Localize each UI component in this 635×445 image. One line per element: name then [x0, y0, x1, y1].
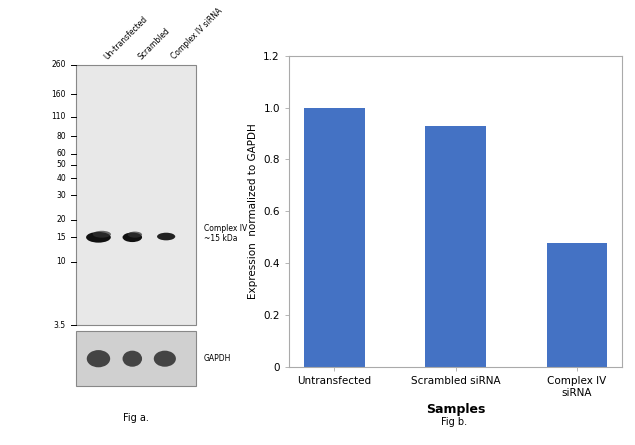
Bar: [425, 125, 486, 367]
Text: 50: 50: [56, 160, 66, 169]
Y-axis label: Expression  normalized to GAPDH: Expression normalized to GAPDH: [248, 124, 258, 299]
Text: GAPDH: GAPDH: [204, 354, 231, 363]
Bar: [76, 65, 196, 325]
Text: 15: 15: [57, 233, 66, 242]
Ellipse shape: [123, 232, 142, 242]
Text: Scrambled: Scrambled: [136, 26, 171, 61]
Ellipse shape: [157, 233, 175, 240]
Text: 30: 30: [56, 191, 66, 200]
Ellipse shape: [87, 350, 110, 367]
Text: 20: 20: [57, 215, 66, 224]
Text: 40: 40: [56, 174, 66, 182]
Bar: [76, 331, 196, 386]
Ellipse shape: [123, 351, 142, 367]
Text: Complex IV
~15 kDa: Complex IV ~15 kDa: [204, 224, 247, 243]
Text: Fig b.: Fig b.: [441, 417, 467, 427]
Text: 3.5: 3.5: [54, 321, 66, 330]
Text: Un-transfected: Un-transfected: [102, 14, 149, 61]
Ellipse shape: [154, 351, 176, 367]
Text: Fig a.: Fig a.: [123, 413, 149, 423]
Text: 110: 110: [51, 113, 66, 121]
Bar: [547, 243, 607, 367]
Bar: [304, 108, 364, 367]
Ellipse shape: [86, 232, 111, 243]
Text: Complex IV siRNA: Complex IV siRNA: [170, 7, 225, 61]
X-axis label: Samples: Samples: [426, 403, 485, 417]
Text: 160: 160: [51, 90, 66, 99]
Text: 80: 80: [57, 132, 66, 141]
Text: 60: 60: [56, 149, 66, 158]
Text: 10: 10: [57, 257, 66, 266]
Ellipse shape: [93, 231, 111, 238]
Ellipse shape: [128, 231, 142, 238]
Text: 260: 260: [51, 61, 66, 69]
